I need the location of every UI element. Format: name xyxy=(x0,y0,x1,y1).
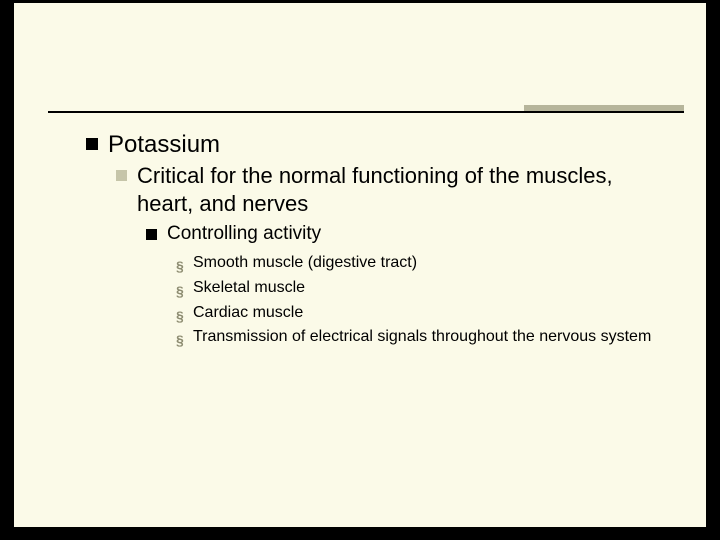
l2-text: Critical for the normal functioning of t… xyxy=(137,162,662,217)
bullet-level-4: § Transmission of electrical signals thr… xyxy=(176,326,662,350)
section-bullet-icon: § xyxy=(176,307,184,326)
l3-text: Controlling activity xyxy=(167,221,662,248)
l4-text-2: Cardiac muscle xyxy=(193,302,662,324)
square-bullet-icon xyxy=(86,138,98,150)
bullet-level-1: Potassium xyxy=(86,129,662,160)
bullet-level-4: § Cardiac muscle xyxy=(176,302,662,326)
rule-line xyxy=(48,111,684,113)
square-outline-bullet-icon xyxy=(116,170,127,181)
bullet-level-4: § Skeletal muscle xyxy=(176,277,662,301)
l4-text-3: Transmission of electrical signals throu… xyxy=(193,326,662,348)
section-bullet-icon: § xyxy=(176,331,184,350)
l4-text-1: Skeletal muscle xyxy=(193,277,662,299)
bullet-level-3: Controlling activity xyxy=(146,221,662,248)
l4-text-0: Smooth muscle (digestive tract) xyxy=(193,252,662,274)
square-bullet-icon xyxy=(146,229,157,240)
l1-text: Potassium xyxy=(108,129,662,160)
slide: Potassium Critical for the normal functi… xyxy=(14,3,706,527)
bullet-level-2: Critical for the normal functioning of t… xyxy=(116,162,662,217)
rule-shadow xyxy=(524,105,684,111)
bullet-level-4: § Smooth muscle (digestive tract) xyxy=(176,252,662,276)
section-bullet-icon: § xyxy=(176,282,184,301)
section-bullet-icon: § xyxy=(176,257,184,276)
title-rule xyxy=(48,111,684,113)
content-area: Potassium Critical for the normal functi… xyxy=(86,129,662,351)
